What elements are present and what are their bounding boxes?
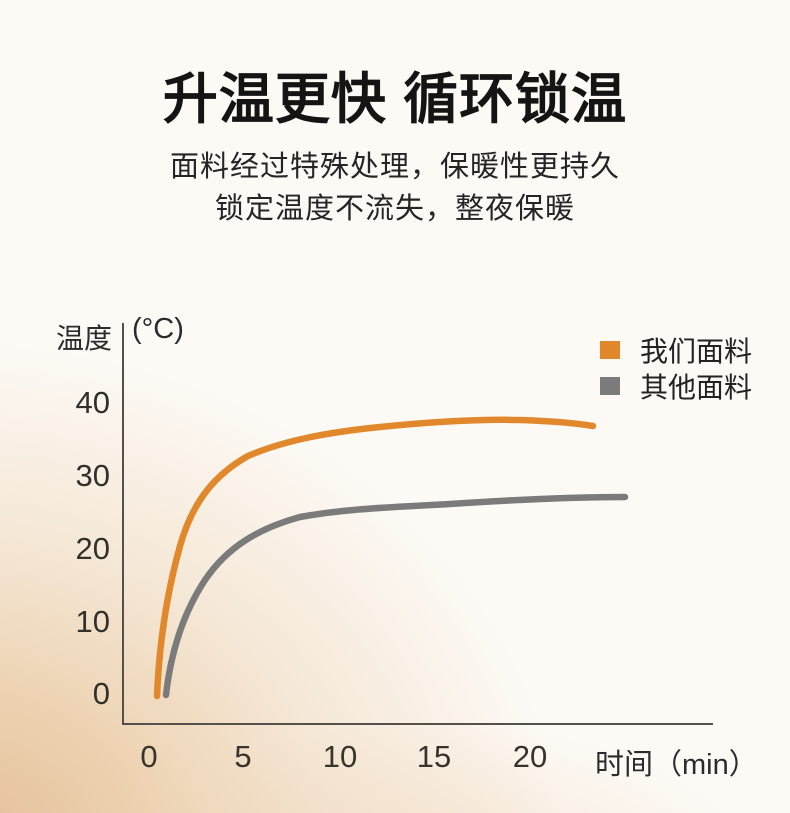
legend-label-other-fabric: 其他面料 <box>640 372 753 403</box>
page-title: 升温更快 循环锁温 <box>162 68 628 130</box>
y-tick-30: 30 <box>75 458 110 493</box>
y-axis-title: 温度 <box>55 323 112 354</box>
other-fabric-curve <box>162 493 629 699</box>
subtitle-line-2: 锁定温度不流失，整夜保暖 <box>214 193 575 225</box>
y-axis-unit: (°C) <box>132 313 184 345</box>
legend-item-other-fabric: 其他面料 <box>600 371 752 403</box>
our-fabric-curve <box>153 416 597 700</box>
x-axis-title: 时间（min） <box>595 749 758 781</box>
x-tick-10: 10 <box>322 739 358 774</box>
y-tick-40: 40 <box>75 385 110 420</box>
x-tick-20: 20 <box>512 739 548 774</box>
legend-item-our-fabric: 我们面料 <box>600 335 752 367</box>
legend-label-our-fabric: 我们面料 <box>640 336 753 367</box>
x-tick-15: 15 <box>416 739 452 774</box>
y-tick-10: 10 <box>75 604 110 639</box>
x-tick-5: 5 <box>234 739 252 774</box>
legend-swatch-orange <box>600 341 620 359</box>
x-tick-0: 0 <box>140 739 158 774</box>
y-tick-0: 0 <box>92 676 110 711</box>
y-tick-20: 20 <box>75 531 110 566</box>
legend-swatch-gray <box>600 377 620 395</box>
subtitle-line-1: 面料经过特殊处理，保暖性更持久 <box>169 151 620 183</box>
